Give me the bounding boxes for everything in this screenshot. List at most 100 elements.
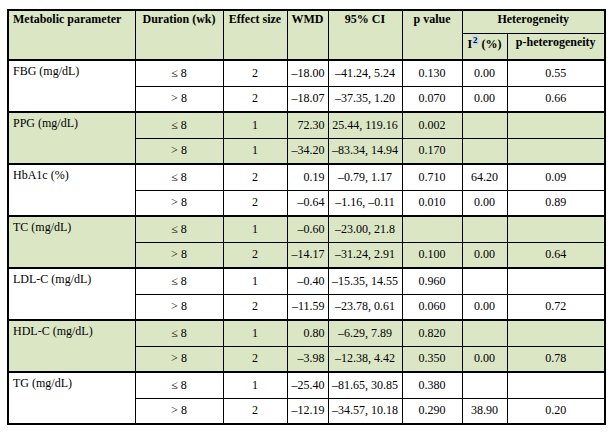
i2-unit: (%) bbox=[479, 37, 502, 51]
wmd-cell: –18.07 bbox=[287, 86, 328, 112]
table-row: LDL-C (mg/dL) ≤ 8 1 –0.40 –15.35, 14.55 … bbox=[8, 268, 605, 294]
group-tc: TC (mg/dL) ≤ 8 1 –0.60 –23.00, 21.8 > 8 … bbox=[8, 216, 605, 268]
i2-cell bbox=[462, 138, 507, 164]
table-row: HbA1c (%) ≤ 8 2 0.19 –0.79, 1.17 0.710 6… bbox=[8, 164, 605, 190]
p-value-cell: 0.002 bbox=[402, 112, 462, 138]
wmd-cell: 0.19 bbox=[287, 164, 328, 190]
effect-size-cell: 2 bbox=[223, 242, 287, 268]
header-p-heterogeneity: p-heterogeneity bbox=[507, 33, 605, 60]
duration-cell: > 8 bbox=[135, 346, 223, 372]
parameter-cell: FBG (mg/dL) bbox=[8, 60, 135, 112]
effect-size-cell: 1 bbox=[223, 268, 287, 294]
p-value-cell bbox=[402, 216, 462, 242]
effect-size-cell: 1 bbox=[223, 138, 287, 164]
effect-size-cell: 2 bbox=[223, 294, 287, 320]
p-heterogeneity-cell: 0.72 bbox=[507, 294, 605, 320]
ci-cell: –1.16, –0.11 bbox=[328, 190, 402, 216]
p-heterogeneity-cell: 0.20 bbox=[507, 398, 605, 424]
p-value-cell: 0.710 bbox=[402, 164, 462, 190]
table-row: TC (mg/dL) ≤ 8 1 –0.60 –23.00, 21.8 bbox=[8, 216, 605, 242]
i2-cell bbox=[462, 268, 507, 294]
wmd-cell: –25.40 bbox=[287, 372, 328, 398]
p-heterogeneity-cell bbox=[507, 372, 605, 398]
duration-cell: > 8 bbox=[135, 190, 223, 216]
group-fbg: FBG (mg/dL) ≤ 8 2 –18.00 –41.24, 5.24 0.… bbox=[8, 60, 605, 112]
p-heterogeneity-cell: 0.66 bbox=[507, 86, 605, 112]
header-ci: 95% CI bbox=[328, 10, 402, 60]
p-value-cell: 0.100 bbox=[402, 242, 462, 268]
effect-size-cell: 1 bbox=[223, 112, 287, 138]
wmd-cell: –11.59 bbox=[287, 294, 328, 320]
ci-cell: –6.29, 7.89 bbox=[328, 320, 402, 346]
i2-cell: 0.00 bbox=[462, 190, 507, 216]
i2-cell: 38.90 bbox=[462, 398, 507, 424]
ci-cell: –23.78, 0.61 bbox=[328, 294, 402, 320]
duration-cell: ≤ 8 bbox=[135, 320, 223, 346]
i2-cell: 0.00 bbox=[462, 60, 507, 86]
wmd-cell: 0.80 bbox=[287, 320, 328, 346]
wmd-cell: –3.98 bbox=[287, 346, 328, 372]
ci-cell: –12.38, 4.42 bbox=[328, 346, 402, 372]
duration-cell: ≤ 8 bbox=[135, 164, 223, 190]
p-heterogeneity-cell bbox=[507, 112, 605, 138]
p-value-cell: 0.380 bbox=[402, 372, 462, 398]
effect-size-cell: 2 bbox=[223, 398, 287, 424]
duration-cell: > 8 bbox=[135, 138, 223, 164]
p-heterogeneity-cell: 0.55 bbox=[507, 60, 605, 86]
parameter-cell: HbA1c (%) bbox=[8, 164, 135, 216]
table-row: PPG (mg/dL) ≤ 8 1 72.30 25.44, 119.16 0.… bbox=[8, 112, 605, 138]
duration-cell: > 8 bbox=[135, 86, 223, 112]
group-hba1c: HbA1c (%) ≤ 8 2 0.19 –0.79, 1.17 0.710 6… bbox=[8, 164, 605, 216]
header-duration: Duration (wk) bbox=[135, 10, 223, 60]
ci-cell: –23.00, 21.8 bbox=[328, 216, 402, 242]
p-heterogeneity-cell bbox=[507, 216, 605, 242]
p-heterogeneity-cell: 0.78 bbox=[507, 346, 605, 372]
group-ldl: LDL-C (mg/dL) ≤ 8 1 –0.40 –15.35, 14.55 … bbox=[8, 268, 605, 320]
i2-cell bbox=[462, 112, 507, 138]
ci-cell: –15.35, 14.55 bbox=[328, 268, 402, 294]
table-row: HDL-C (mg/dL) ≤ 8 1 0.80 –6.29, 7.89 0.8… bbox=[8, 320, 605, 346]
header-heterogeneity: Heterogeneity bbox=[462, 10, 605, 33]
duration-cell: ≤ 8 bbox=[135, 112, 223, 138]
p-value-cell: 0.070 bbox=[402, 86, 462, 112]
ci-cell: –41.24, 5.24 bbox=[328, 60, 402, 86]
effect-size-cell: 1 bbox=[223, 320, 287, 346]
duration-cell: > 8 bbox=[135, 242, 223, 268]
ci-cell: –0.79, 1.17 bbox=[328, 164, 402, 190]
duration-cell: > 8 bbox=[135, 294, 223, 320]
duration-cell: ≤ 8 bbox=[135, 268, 223, 294]
effect-size-cell: 1 bbox=[223, 372, 287, 398]
header-p-value: p value bbox=[402, 10, 462, 60]
i2-cell: 0.00 bbox=[462, 294, 507, 320]
ci-cell: 25.44, 119.16 bbox=[328, 112, 402, 138]
header-i2-percent: I2 (%) bbox=[462, 33, 507, 60]
p-value-cell: 0.350 bbox=[402, 346, 462, 372]
parameter-cell: TC (mg/dL) bbox=[8, 216, 135, 268]
i2-cell bbox=[462, 216, 507, 242]
duration-cell: ≤ 8 bbox=[135, 372, 223, 398]
p-heterogeneity-cell: 0.64 bbox=[507, 242, 605, 268]
p-value-cell: 0.960 bbox=[402, 268, 462, 294]
effect-size-cell: 2 bbox=[223, 86, 287, 112]
effect-size-cell: 2 bbox=[223, 346, 287, 372]
parameter-cell: LDL-C (mg/dL) bbox=[8, 268, 135, 320]
wmd-cell: –18.00 bbox=[287, 60, 328, 86]
group-ppg: PPG (mg/dL) ≤ 8 1 72.30 25.44, 119.16 0.… bbox=[8, 112, 605, 164]
effect-size-cell: 2 bbox=[223, 164, 287, 190]
p-heterogeneity-cell bbox=[507, 138, 605, 164]
p-value-cell: 0.290 bbox=[402, 398, 462, 424]
parameter-cell: PPG (mg/dL) bbox=[8, 112, 135, 164]
table-row: FBG (mg/dL) ≤ 8 2 –18.00 –41.24, 5.24 0.… bbox=[8, 60, 605, 86]
header-wmd: WMD bbox=[287, 10, 328, 60]
wmd-cell: –0.64 bbox=[287, 190, 328, 216]
ci-cell: –34.57, 10.18 bbox=[328, 398, 402, 424]
p-value-cell: 0.820 bbox=[402, 320, 462, 346]
p-value-cell: 0.130 bbox=[402, 60, 462, 86]
effect-size-cell: 1 bbox=[223, 216, 287, 242]
i2-cell: 64.20 bbox=[462, 164, 507, 190]
p-heterogeneity-cell bbox=[507, 268, 605, 294]
parameter-cell: HDL-C (mg/dL) bbox=[8, 320, 135, 372]
i2-cell: 0.00 bbox=[462, 346, 507, 372]
table-row: TG (mg/dL) ≤ 8 1 –25.40 –81.65, 30.85 0.… bbox=[8, 372, 605, 398]
group-hdl: HDL-C (mg/dL) ≤ 8 1 0.80 –6.29, 7.89 0.8… bbox=[8, 320, 605, 372]
